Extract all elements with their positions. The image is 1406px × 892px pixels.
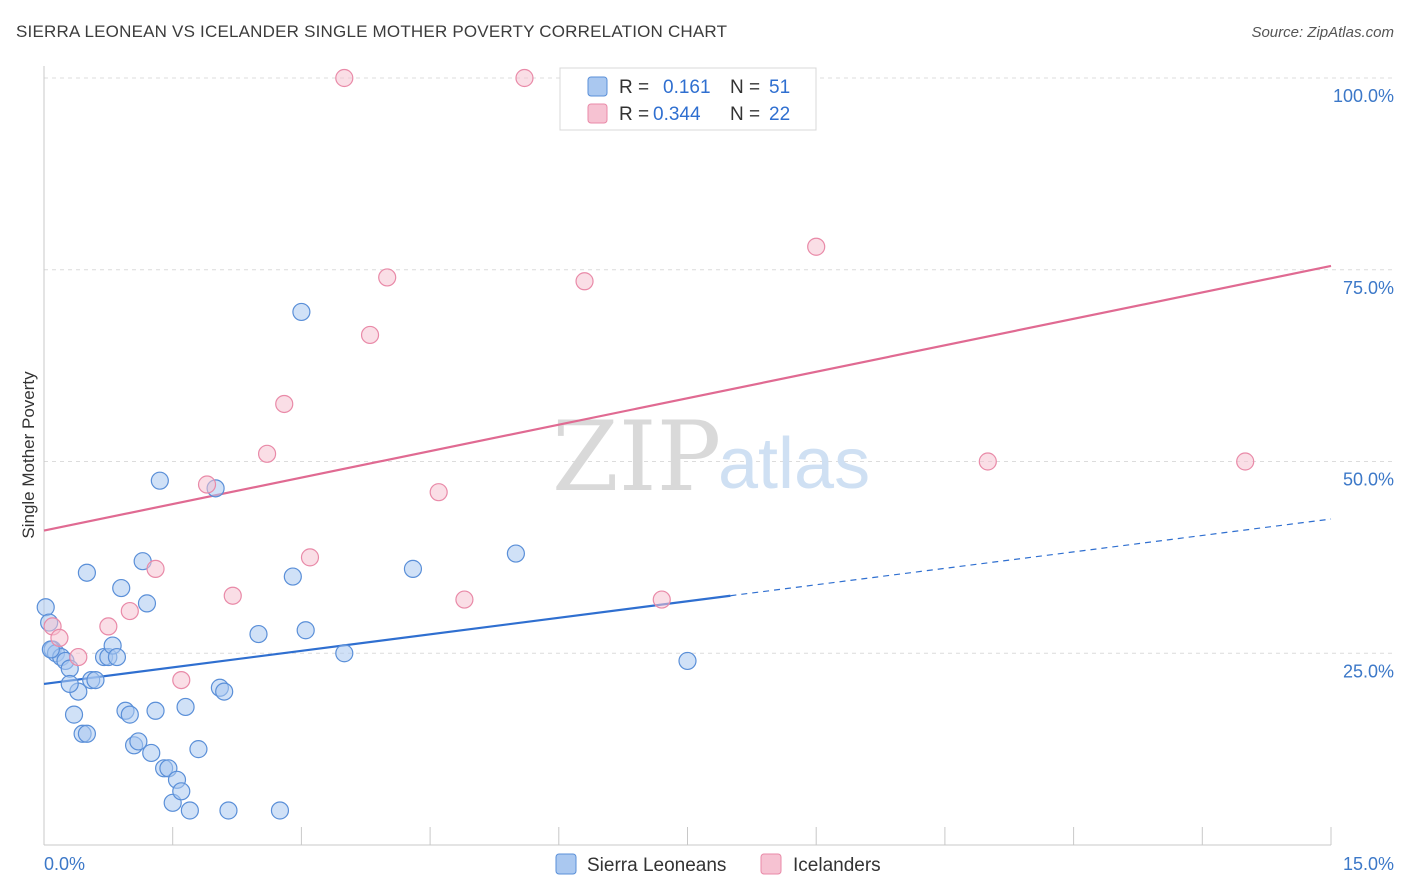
- point-icelander: [335, 68, 354, 88]
- point-sierra-leonean: [77, 724, 97, 743]
- y-tick-label: 50.0%: [1343, 470, 1394, 490]
- legend-swatch-blue: [587, 76, 608, 97]
- x-tick-label: 0.0%: [44, 854, 85, 874]
- point-sierra-leonean: [189, 740, 208, 759]
- point-sierra-leonean: [219, 801, 238, 820]
- trendline: [43, 594, 731, 686]
- legend-r-value: 0.344: [653, 104, 701, 125]
- point-icelander: [69, 647, 88, 667]
- point-sierra-leonean: [86, 670, 105, 690]
- point-sierra-leonean: [146, 701, 165, 720]
- series-legend-label: Icelanders: [793, 855, 881, 876]
- data-points: [36, 68, 1255, 820]
- point-icelander: [515, 68, 534, 88]
- legend: R = 0.161 N = 51 R = 0.344 N = 22: [559, 67, 817, 131]
- point-sierra-leonean: [142, 743, 161, 763]
- point-sierra-leonean: [678, 651, 697, 671]
- x-tick-labels: 0.0% 15.0%: [44, 854, 1394, 874]
- trendline-extension: [730, 518, 1332, 597]
- point-sierra-leonean: [60, 674, 79, 694]
- point-sierra-leonean: [296, 621, 315, 640]
- point-sierra-leonean: [107, 647, 127, 667]
- legend-n-label: N =: [730, 77, 760, 98]
- trendlines: [43, 264, 1332, 686]
- point-sierra-leonean: [180, 801, 199, 820]
- point-sierra-leonean: [176, 697, 195, 717]
- point-icelander: [1236, 452, 1255, 471]
- point-icelander: [50, 628, 69, 648]
- legend-n-value: 51: [769, 77, 790, 98]
- point-icelander: [378, 268, 397, 287]
- point-sierra-leonean: [506, 544, 526, 563]
- watermark-zip: ZIP: [552, 401, 721, 513]
- legend-n-label: N =: [730, 104, 760, 125]
- chart-title: SIERRA LEONEAN VS ICELANDER SINGLE MOTHE…: [16, 22, 728, 41]
- point-icelander: [300, 548, 320, 567]
- point-icelander: [197, 475, 217, 494]
- point-icelander: [223, 586, 242, 605]
- watermark: ZIP atlas: [552, 401, 870, 513]
- point-icelander: [360, 325, 380, 345]
- point-sierra-leonean: [172, 782, 191, 801]
- y-tick-label: 25.0%: [1343, 661, 1394, 681]
- x-tick-label: 15.0%: [1343, 854, 1394, 874]
- point-sierra-leonean: [249, 624, 268, 644]
- point-icelander: [99, 617, 118, 636]
- series-legend-swatch-pink: [760, 853, 782, 875]
- point-sierra-leonean: [215, 682, 234, 701]
- point-icelander: [429, 483, 448, 502]
- point-icelander: [172, 670, 191, 690]
- series-legend: Sierra Leoneans Icelanders: [555, 853, 881, 876]
- trendline: [43, 264, 1332, 532]
- legend-r-label: R =: [619, 104, 649, 125]
- point-sierra-leonean: [137, 594, 157, 613]
- y-tick-label: 75.0%: [1343, 278, 1394, 298]
- point-sierra-leonean: [120, 705, 139, 724]
- point-sierra-leonean: [36, 598, 55, 617]
- watermark-atlas: atlas: [718, 424, 870, 504]
- legend-r-value: 0.161: [663, 77, 711, 98]
- y-axis-label: Single Mother Poverty: [19, 371, 38, 539]
- point-sierra-leonean: [129, 732, 148, 751]
- point-icelander: [978, 452, 997, 471]
- source-label: Source: ZipAtlas.com: [1251, 24, 1394, 41]
- point-sierra-leonean: [64, 705, 84, 724]
- point-sierra-leonean: [270, 801, 290, 820]
- point-sierra-leonean: [150, 471, 169, 490]
- legend-r-label: R =: [619, 77, 649, 98]
- point-sierra-leonean: [112, 578, 131, 598]
- point-icelander: [455, 590, 474, 609]
- point-sierra-leonean: [292, 302, 311, 322]
- point-sierra-leonean: [403, 559, 423, 578]
- gridlines: [44, 77, 1394, 654]
- legend-swatch-pink: [587, 103, 608, 124]
- point-icelander: [807, 237, 826, 256]
- point-icelander: [575, 272, 594, 291]
- point-icelander: [120, 601, 139, 621]
- point-icelander: [257, 444, 277, 463]
- y-tick-label: 100.0%: [1333, 86, 1394, 106]
- axes: [43, 66, 1332, 846]
- point-sierra-leonean: [77, 563, 97, 582]
- series-legend-label: Sierra Leoneans: [587, 855, 726, 876]
- point-icelander: [275, 394, 294, 414]
- point-sierra-leonean: [283, 567, 302, 586]
- legend-n-value: 22: [769, 104, 790, 125]
- point-icelander: [652, 590, 671, 609]
- series-legend-swatch-blue: [555, 853, 577, 875]
- point-icelander: [146, 559, 165, 578]
- y-tick-labels: 25.0% 50.0% 75.0% 100.0%: [1333, 86, 1394, 681]
- point-sierra-leonean: [335, 644, 354, 663]
